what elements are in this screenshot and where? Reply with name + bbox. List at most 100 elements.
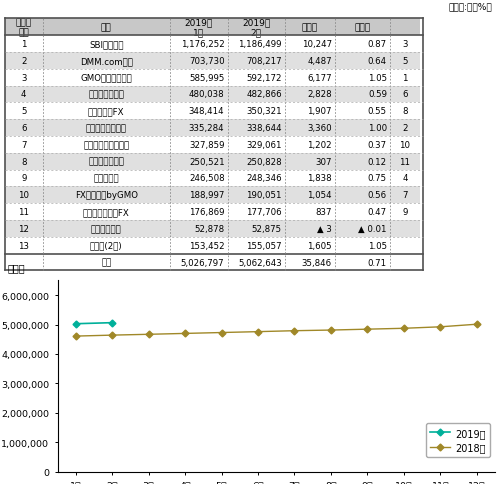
2018年 bbox=[109, 333, 115, 338]
Bar bbox=[42, 53, 170, 70]
Text: 3: 3 bbox=[21, 74, 26, 82]
Bar bbox=[390, 170, 420, 187]
2019年 bbox=[72, 321, 78, 327]
Text: 0.55: 0.55 bbox=[368, 107, 387, 116]
Text: 6: 6 bbox=[402, 91, 408, 99]
Bar bbox=[285, 70, 335, 86]
Bar bbox=[5, 187, 43, 204]
Bar bbox=[390, 187, 420, 204]
Bar bbox=[228, 153, 285, 170]
2018年 bbox=[328, 328, 334, 333]
Bar bbox=[285, 103, 335, 120]
Bar bbox=[228, 120, 285, 136]
Bar bbox=[390, 237, 420, 254]
Text: 1,176,252: 1,176,252 bbox=[181, 40, 224, 49]
Text: 1,907: 1,907 bbox=[308, 107, 332, 116]
Bar bbox=[228, 86, 285, 103]
Bar bbox=[170, 170, 228, 187]
Text: 10: 10 bbox=[400, 140, 410, 150]
Text: マネックス証券: マネックス証券 bbox=[88, 157, 124, 166]
Bar bbox=[285, 204, 335, 221]
Bar bbox=[170, 153, 228, 170]
Bar bbox=[335, 19, 390, 36]
Bar bbox=[335, 221, 390, 237]
Text: （単位:件、%）: （単位:件、%） bbox=[449, 3, 492, 12]
2018年 bbox=[182, 331, 188, 337]
Bar bbox=[335, 86, 390, 103]
Text: 0.37: 0.37 bbox=[368, 140, 387, 150]
Bar bbox=[390, 153, 420, 170]
2018年 bbox=[255, 329, 261, 335]
Text: 482,866: 482,866 bbox=[246, 91, 282, 99]
Bar bbox=[42, 153, 170, 170]
Text: 前月比: 前月比 bbox=[354, 23, 370, 32]
Bar bbox=[228, 237, 285, 254]
Bar bbox=[228, 204, 285, 221]
Text: 348,414: 348,414 bbox=[189, 107, 224, 116]
Bar bbox=[285, 221, 335, 237]
Bar bbox=[170, 19, 228, 36]
Text: 1.00: 1.00 bbox=[368, 124, 387, 133]
Bar bbox=[42, 221, 170, 237]
Text: 5,026,797: 5,026,797 bbox=[181, 258, 224, 267]
Bar bbox=[170, 221, 228, 237]
Text: 0.59: 0.59 bbox=[368, 91, 387, 99]
Bar bbox=[170, 86, 228, 103]
Text: 口座数
順位: 口座数 順位 bbox=[16, 18, 32, 37]
Text: 188,997: 188,997 bbox=[189, 191, 224, 200]
Bar bbox=[42, 254, 170, 271]
2019年 bbox=[109, 320, 115, 326]
Bar bbox=[5, 120, 43, 136]
Text: 上田ハーロー: 上田ハーロー bbox=[91, 225, 122, 233]
Bar bbox=[228, 221, 285, 237]
Bar bbox=[285, 187, 335, 204]
Bar bbox=[42, 36, 170, 53]
Text: 7: 7 bbox=[21, 140, 26, 150]
Bar bbox=[285, 170, 335, 187]
Bar bbox=[390, 136, 420, 153]
Bar bbox=[42, 187, 170, 204]
Text: 12: 12 bbox=[18, 225, 29, 233]
Text: 250,521: 250,521 bbox=[189, 157, 224, 166]
Text: 8: 8 bbox=[21, 157, 26, 166]
Text: 3,360: 3,360 bbox=[308, 124, 332, 133]
Bar bbox=[390, 120, 420, 136]
Bar bbox=[390, 204, 420, 221]
Text: 153,452: 153,452 bbox=[189, 241, 224, 250]
Bar bbox=[5, 36, 43, 53]
Line: 2018年: 2018年 bbox=[74, 322, 479, 339]
Bar bbox=[285, 36, 335, 53]
Bar bbox=[5, 204, 43, 221]
Text: 1: 1 bbox=[21, 40, 26, 49]
Bar bbox=[5, 153, 43, 170]
Bar bbox=[228, 103, 285, 120]
Bar bbox=[390, 103, 420, 120]
Text: 1,838: 1,838 bbox=[308, 174, 332, 183]
Bar bbox=[170, 53, 228, 70]
Legend: 2019年, 2018年: 2019年, 2018年 bbox=[426, 423, 490, 457]
Bar bbox=[335, 237, 390, 254]
2018年 bbox=[474, 322, 480, 328]
Text: 52,875: 52,875 bbox=[252, 225, 282, 233]
Bar bbox=[285, 120, 335, 136]
Bar bbox=[285, 136, 335, 153]
Text: ワイジェイFX: ワイジェイFX bbox=[88, 107, 124, 116]
Bar bbox=[5, 103, 43, 120]
Text: 0.71: 0.71 bbox=[368, 258, 387, 267]
Text: マネーパートナーズ: マネーパートナーズ bbox=[83, 140, 130, 150]
Bar bbox=[170, 120, 228, 136]
Text: 6,177: 6,177 bbox=[308, 74, 332, 82]
Bar bbox=[5, 221, 43, 237]
Text: 190,051: 190,051 bbox=[246, 191, 282, 200]
Text: トレイダーズ証券: トレイダーズ証券 bbox=[86, 124, 127, 133]
2018年 bbox=[146, 332, 152, 337]
Bar bbox=[335, 187, 390, 204]
Text: DMM.com証券: DMM.com証券 bbox=[80, 57, 132, 66]
Text: 5,062,643: 5,062,643 bbox=[238, 258, 282, 267]
Bar bbox=[42, 120, 170, 136]
Text: 592,172: 592,172 bbox=[246, 74, 282, 82]
Text: 2: 2 bbox=[402, 124, 408, 133]
Bar bbox=[390, 70, 420, 86]
Bar bbox=[285, 254, 335, 271]
Text: 2: 2 bbox=[21, 57, 26, 66]
